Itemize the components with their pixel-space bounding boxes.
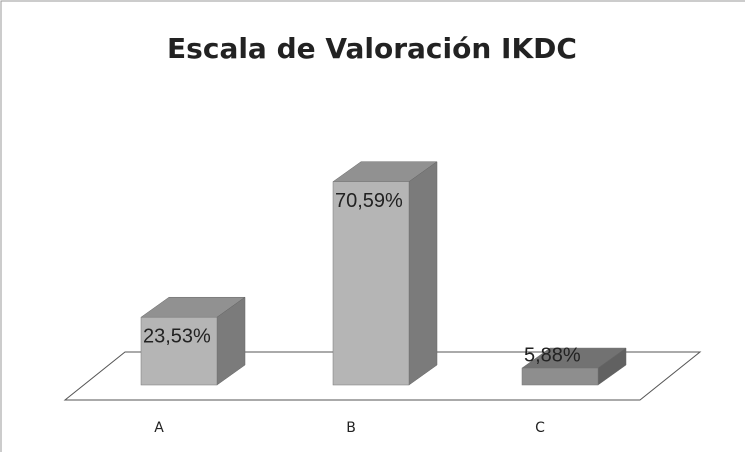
bar bbox=[521, 367, 599, 386]
value-label: 70,59% bbox=[335, 190, 403, 212]
value-label: 23,53% bbox=[143, 326, 211, 348]
bar bbox=[140, 316, 218, 386]
x-tick-label: C bbox=[535, 420, 545, 436]
bar bbox=[332, 181, 410, 386]
x-tick-label: B bbox=[346, 420, 356, 436]
x-tick-label: A bbox=[154, 420, 164, 436]
bar-side bbox=[408, 161, 438, 386]
chart-title: Escala de Valoración IKDC bbox=[167, 32, 577, 65]
value-label: 5,88% bbox=[524, 344, 581, 366]
